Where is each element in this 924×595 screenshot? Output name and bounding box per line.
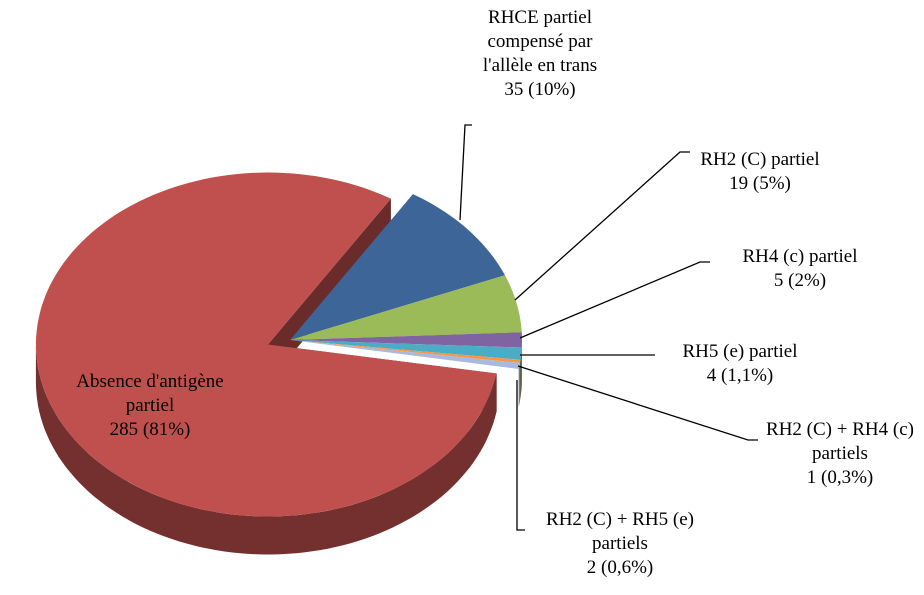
label-text: 285 (81%) xyxy=(109,419,191,440)
slice xyxy=(290,340,522,360)
slice-side xyxy=(518,362,520,407)
slice-label: Absence d'antigène partiel 285 (81%) xyxy=(20,370,280,442)
slice-side xyxy=(520,347,522,398)
label-text: 5 (2%) xyxy=(773,270,827,291)
label-text: 1 (0,3%) xyxy=(806,467,874,488)
slice xyxy=(290,275,522,340)
slice xyxy=(35,172,497,517)
slice-side xyxy=(35,344,497,555)
leader-line xyxy=(459,124,472,221)
slice-label: RH5 (e) partiel 4 (1,1%) xyxy=(610,340,870,388)
label-text: 19 (5%) xyxy=(729,173,791,194)
label-text: RH4 (c) partiel xyxy=(742,246,858,267)
label-text: RH5 (e) partiel xyxy=(682,341,798,362)
slice xyxy=(290,194,505,340)
slice-label: RH4 (c) partiel 5 (2%) xyxy=(670,245,924,293)
label-text: RHCE partiel compensé par l'allèle en tr… xyxy=(482,7,598,76)
label-text: RH2 (C) + RH4 (c) partiels xyxy=(766,419,914,464)
leader-line xyxy=(519,261,710,339)
slice xyxy=(290,340,521,363)
label-text: RH2 (C) + RH5 (e) partiels xyxy=(546,509,694,554)
leader-line xyxy=(516,380,525,531)
slice-label: RHCE partiel compensé par l'allèle en tr… xyxy=(410,6,670,102)
label-text: 2 (0,6%) xyxy=(586,557,654,578)
label-text: 35 (10%) xyxy=(504,79,576,100)
label-text: Absence d'antigène partiel xyxy=(76,371,224,416)
leader-line xyxy=(514,151,690,301)
label-text: RH2 (C) partiel xyxy=(700,149,820,170)
slice-label: RH2 (C) partiel 19 (5%) xyxy=(630,148,890,196)
leader-line xyxy=(517,365,758,441)
slice-label: RH2 (C) + RH4 (c) partiels 1 (0,3%) xyxy=(710,418,924,490)
label-text: 4 (1,1%) xyxy=(706,365,774,386)
slice-side xyxy=(519,359,521,401)
slice xyxy=(290,332,522,348)
slice xyxy=(290,340,520,369)
slice-label: RH2 (C) + RH5 (e) partiels 2 (0,6%) xyxy=(490,508,750,580)
